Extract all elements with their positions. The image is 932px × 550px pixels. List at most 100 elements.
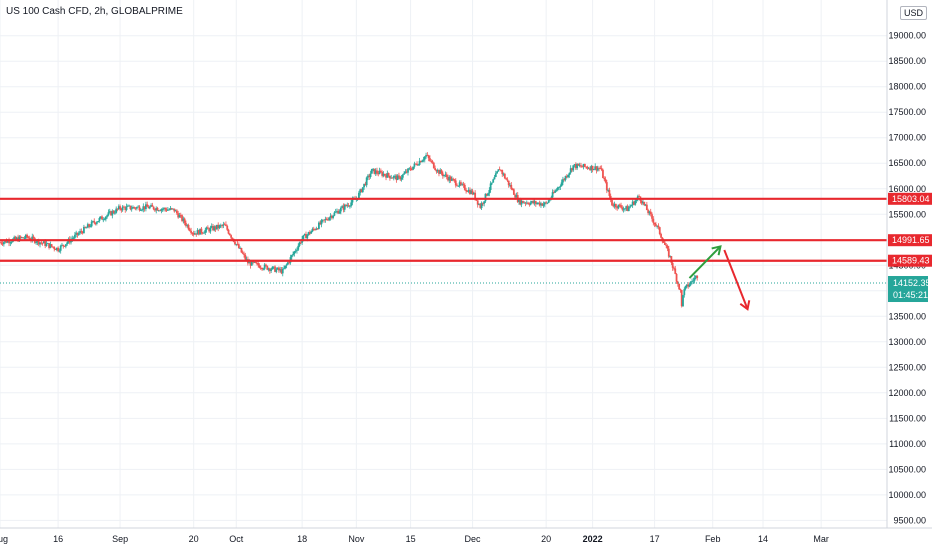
candle-body [590,165,593,171]
candle-body [430,160,433,162]
candle-body [511,189,514,190]
candle-body [404,171,407,174]
candle-body [363,183,365,188]
candle-body [71,238,74,240]
candle-body [164,208,167,210]
current-price-tag [888,276,928,303]
candle-body [222,224,225,226]
candle-body [389,175,391,179]
candle-body [620,205,622,208]
candle-body [578,165,581,167]
candle-body [350,202,353,206]
y-tick-label: 18500.00 [888,56,926,66]
candle-body [108,211,111,213]
candle-body [401,174,404,178]
y-tick-label: 16500.00 [888,158,926,168]
candle-body [221,225,223,227]
candle-body [560,182,563,187]
candle-body [390,177,393,179]
candle-body [552,192,555,193]
y-tick-label: 12000.00 [888,388,926,398]
candle-body [338,211,341,214]
currency-button[interactable]: USD [900,6,928,20]
candle-body [523,202,526,204]
candle-body [142,206,145,210]
candle-body [387,172,390,176]
candle-body [283,268,285,270]
candle-body [443,175,446,177]
x-tick-label: 17 [650,534,660,544]
candle-body [99,216,102,219]
candle-body [321,219,324,221]
candle-body [236,244,239,245]
candle-body [241,252,244,254]
candle-body [123,206,125,208]
candle-body [90,221,93,227]
candle-body [647,210,650,214]
candle-body [407,168,409,173]
candle-body [368,175,371,177]
candle-body [119,206,121,210]
candle-body [217,224,220,229]
candle-body [135,207,138,209]
candle-body [27,237,30,239]
candle-body [492,179,495,183]
candle-body [334,211,337,213]
candle-body [21,237,23,239]
candle-body [101,216,103,220]
candle-body [481,203,484,205]
candle-body [256,262,258,264]
candle-body [496,171,498,174]
candle-body [117,206,120,210]
candle-body [197,230,200,235]
candle-body [596,168,599,171]
candle-body [163,208,165,210]
candle-body [52,246,54,248]
candle-body [169,208,172,210]
candle-body [688,284,691,287]
candle-body [206,227,209,229]
candle-body [22,237,25,239]
candle-body [323,219,325,221]
candle-body [275,269,278,272]
candle-body [194,233,196,235]
candle-body [408,168,411,170]
candle-body [214,226,217,230]
candle-body [85,227,88,229]
candle-body [35,242,38,244]
candle-body [267,268,270,270]
candle-body [265,264,267,266]
candle-body [456,185,458,187]
candle-body [316,228,319,230]
candle-body [531,201,533,203]
candle-body [151,205,154,207]
candle-body [199,228,202,235]
candle-body [409,168,412,170]
candle-body [53,247,56,249]
candle-body [204,229,207,233]
candle-body [447,176,449,181]
candle-body [431,161,434,163]
candle-body [165,209,168,211]
candle-body [121,206,124,211]
candle-body [249,261,252,266]
candle-body [449,176,452,181]
candle-body [593,169,595,171]
candle-body [483,201,486,204]
candle-body [10,241,13,243]
candle-body [186,224,189,226]
candle-body [453,179,456,181]
candle-body [310,231,313,234]
candle-body [159,210,161,212]
candle-body [307,232,310,235]
candle-body [638,196,641,197]
candle-body [598,168,600,170]
candle-body [270,269,273,271]
candle-body [602,169,604,179]
candle-body [348,205,351,207]
candle-body [258,265,261,268]
y-tick-label: 19000.00 [888,31,926,41]
candle-body [346,205,349,207]
